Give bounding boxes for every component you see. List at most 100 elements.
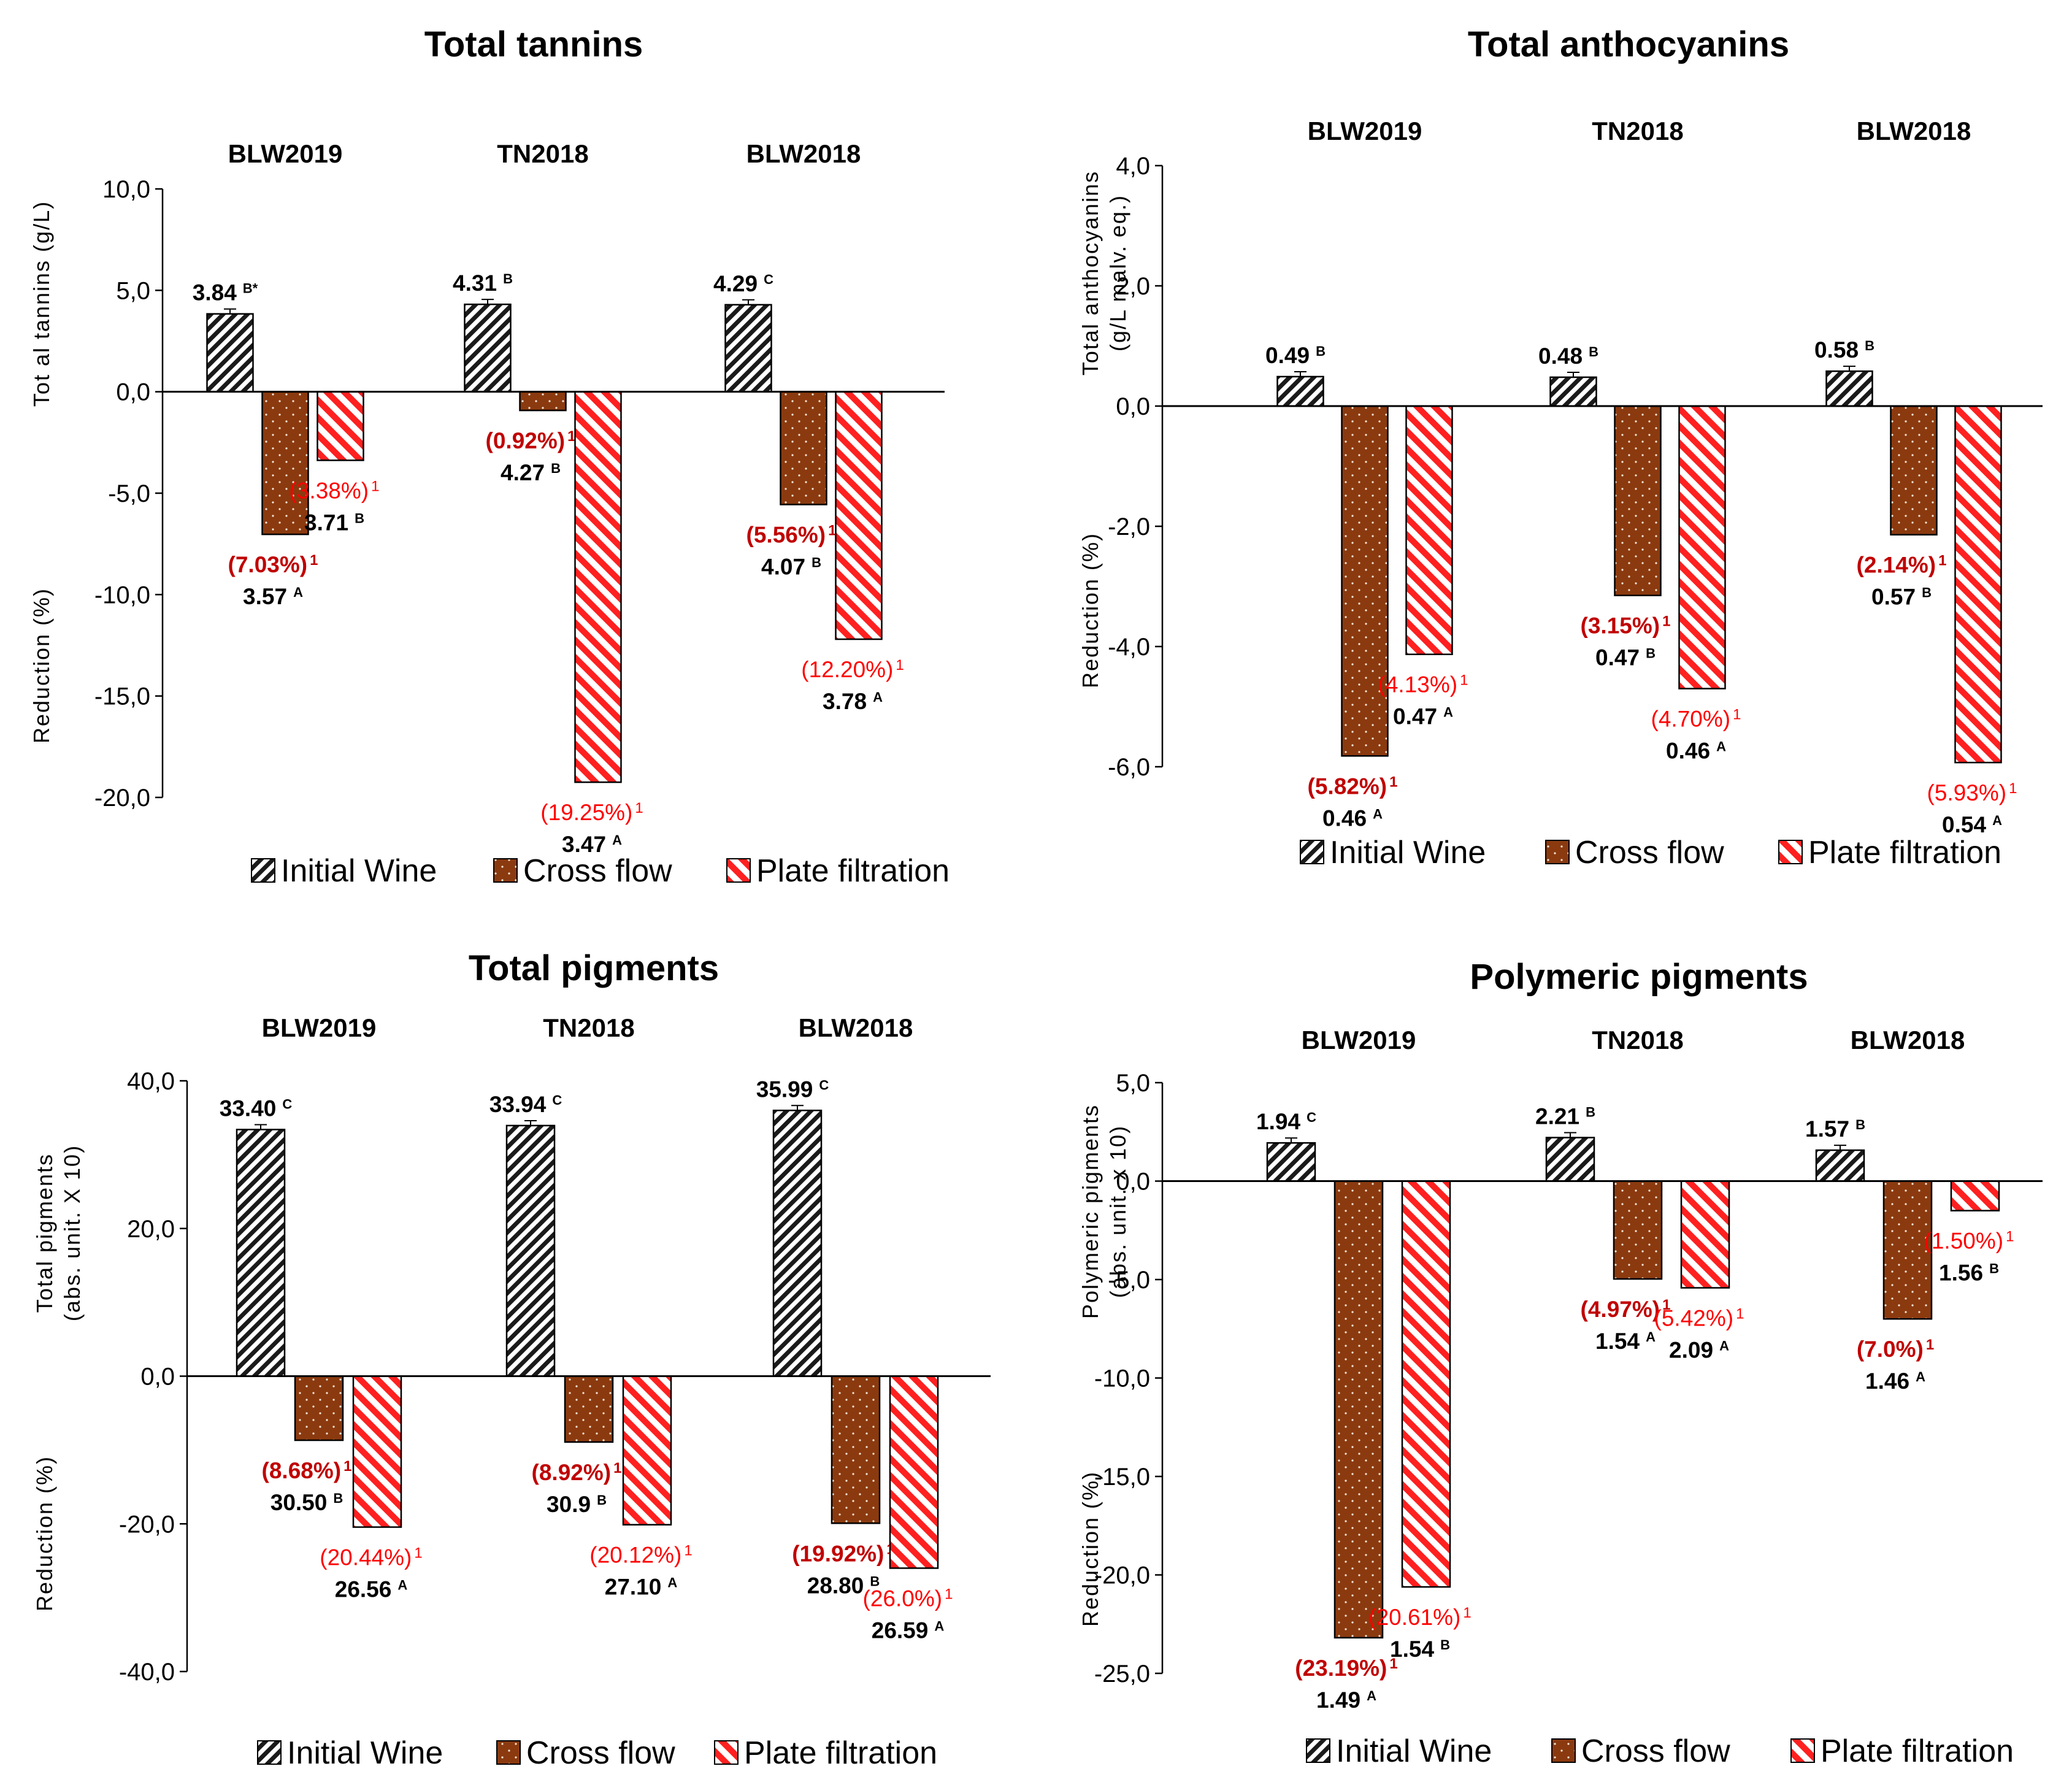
chart-panel-2: Total anthocyanins BLW2019 TN2018 BLW2018 4,… — [1078, 25, 2043, 870]
footnote-marker: 1 — [1733, 707, 1741, 723]
bar-plate-filtration-blw2018 — [1950, 1180, 2000, 1211]
y-tick-label: 0,0 — [140, 1364, 175, 1391]
value-label: 30.9 B — [547, 1492, 607, 1517]
legend-swatch-initial-wine — [257, 1740, 282, 1765]
bar-initial-wine-blw2019 — [206, 313, 254, 393]
significance-letter: A — [1373, 806, 1383, 821]
legend-swatch-cross-flow — [496, 1740, 521, 1765]
bar-initial-wine-tn2018 — [1549, 376, 1597, 407]
legend-label-initial-wine: Initial Wine — [1330, 835, 1486, 870]
value-label: 1.49 A — [1316, 1687, 1376, 1713]
y-tick-label: -40,0 — [119, 1659, 175, 1686]
value-label: 4.27 B — [501, 460, 561, 485]
reduction-label: (3.15%) 1 — [1581, 613, 1671, 639]
y-axis-label-line-1: Total pigments — [32, 1153, 57, 1313]
footnote-marker: 1 — [567, 428, 575, 445]
reduction-label: (12.20%) 1 — [801, 657, 904, 682]
value-label: 3.78 A — [823, 689, 883, 714]
bar-initial-wine-blw2018 — [772, 1110, 823, 1377]
significance-letter: B — [551, 461, 561, 476]
significance-letter: C — [552, 1092, 562, 1108]
significance-letter: A — [873, 689, 883, 705]
group-label-blw2018: BLW2018 — [1851, 1026, 1965, 1054]
bar-cross-flow-blw2019 — [294, 1375, 344, 1441]
y-tick-label: 10,0 — [102, 176, 150, 203]
value-label: 0.47 A — [1393, 704, 1453, 729]
significance-letter: C — [1307, 1110, 1316, 1125]
bar-plate-filtration-tn2018 — [574, 391, 622, 783]
y-tick-label: -6,0 — [1108, 754, 1150, 781]
bar-initial-wine-blw2018 — [1825, 370, 1873, 407]
y-axis-label-bottom: Reduction (%) — [29, 588, 54, 743]
reduction-label: (1.50%) 1 — [1924, 1229, 2014, 1254]
bar-initial-wine-blw2018 — [1815, 1149, 1865, 1182]
legend-label-initial-wine: Initial Wine — [281, 853, 437, 889]
footnote-marker: 1 — [945, 1586, 953, 1602]
reduction-label: (7.0%) 1 — [1857, 1337, 1934, 1362]
reduction-label: (26.0%) 1 — [863, 1586, 953, 1611]
legend-label-initial-wine: Initial Wine — [1336, 1733, 1492, 1769]
y-tick-label: 40,0 — [127, 1068, 175, 1095]
bar-cross-flow-blw2019 — [1333, 1180, 1384, 1639]
y-axis-label-line-2: (abs. unit. x 10) — [1105, 1125, 1130, 1298]
value-label: 0.49 B — [1265, 343, 1326, 368]
footnote-marker: 1 — [635, 800, 643, 816]
y-tick-label: -20,0 — [1094, 1562, 1150, 1589]
value-label: 0.46 A — [1666, 739, 1726, 764]
group-label-tn2018: TN2018 — [543, 1013, 634, 1042]
value-label: 4.29 C — [713, 271, 773, 296]
legend-swatch-cross-flow — [1545, 840, 1570, 864]
legend-label-cross-flow: Cross flow — [1575, 835, 1724, 870]
significance-letter: B — [1586, 1105, 1595, 1120]
significance-letter: B — [1855, 1117, 1865, 1132]
group-label-blw2019: BLW2019 — [1308, 117, 1422, 145]
group-label-tn2018: TN2018 — [1592, 117, 1683, 145]
legend-swatch-plate-filtration — [1790, 1738, 1815, 1763]
legend-label-cross-flow: Cross flow — [526, 1735, 675, 1771]
bar-plate-filtration-tn2018 — [622, 1375, 672, 1526]
value-label: 33.94 C — [489, 1092, 562, 1117]
bar-cross-flow-tn2018 — [1613, 1180, 1663, 1280]
footnote-marker: 1 — [1736, 1305, 1744, 1322]
y-tick-label: 4,0 — [1116, 153, 1150, 180]
legend-label-initial-wine: Initial Wine — [287, 1735, 443, 1771]
significance-letter: A — [397, 1578, 407, 1593]
bar-initial-wine-blw2019 — [1266, 1142, 1316, 1182]
bar-initial-wine-tn2018 — [464, 303, 512, 393]
y-tick-label: -20,0 — [119, 1511, 175, 1538]
reduction-label: (2.14%) 1 — [1857, 553, 1947, 578]
reduction-label: (4.97%) 1 — [1581, 1297, 1671, 1322]
y-axis-label-line-1: Polymeric pigments — [1078, 1104, 1103, 1319]
bar-cross-flow-blw2018 — [1890, 405, 1938, 536]
significance-letter: A — [667, 1575, 677, 1591]
significance-letter: B — [597, 1492, 607, 1508]
bar-cross-flow-blw2019 — [1341, 405, 1389, 757]
value-label: 30.50 B — [271, 1490, 343, 1515]
legend-label-plate-filtration: Plate filtration — [756, 853, 950, 889]
y-tick-label: -15,0 — [1094, 1464, 1150, 1491]
footnote-marker: 1 — [896, 657, 904, 674]
chart-title: Total pigments — [469, 948, 719, 988]
reduction-label: (5.56%) 1 — [746, 523, 837, 548]
value-label: 35.99 C — [756, 1077, 829, 1102]
significance-letter: A — [1646, 1329, 1656, 1345]
legend-label-cross-flow: Cross flow — [1581, 1733, 1730, 1769]
value-label: 0.48 B — [1538, 344, 1598, 369]
bar-initial-wine-tn2018 — [1545, 1137, 1595, 1182]
value-label: 2.09 A — [1669, 1337, 1729, 1362]
y-axis-label-bottom: Reduction (%) — [1078, 1471, 1103, 1627]
significance-letter: B — [1589, 344, 1598, 359]
chart-title: Polymeric pigments — [1470, 957, 1808, 997]
bar-cross-flow-tn2018 — [564, 1375, 614, 1443]
significance-letter: A — [1443, 705, 1453, 720]
legend-swatch-initial-wine — [1300, 840, 1324, 864]
footnote-marker: 1 — [613, 1460, 621, 1476]
y-tick-label: -2,0 — [1108, 513, 1150, 540]
legend-label-plate-filtration: Plate filtration — [744, 1735, 937, 1771]
y-tick-label: 0,0 — [1116, 1169, 1150, 1196]
significance-letter: B — [1646, 646, 1656, 661]
value-label: 27.10 A — [605, 1575, 678, 1600]
bar-plate-filtration-blw2019 — [352, 1375, 402, 1528]
significance-letter: B — [1440, 1637, 1450, 1653]
